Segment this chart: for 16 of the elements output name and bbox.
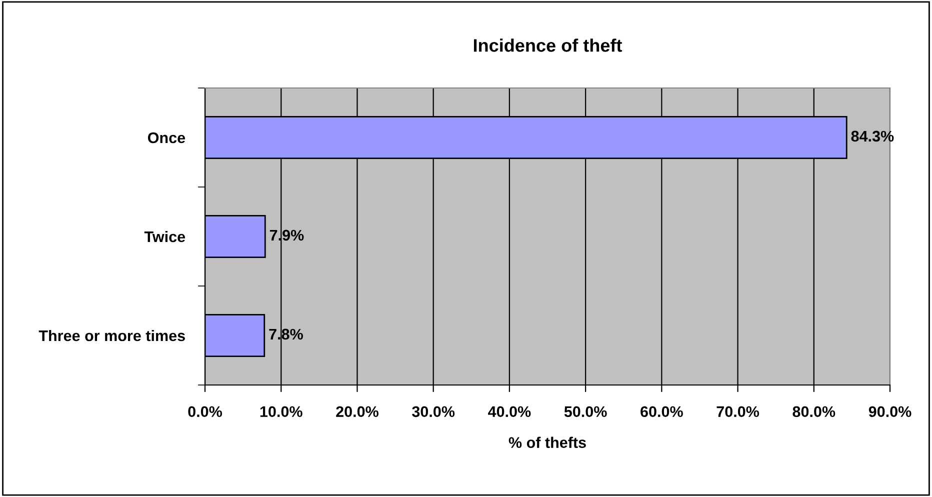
x-tick-label: 90.0% (868, 406, 912, 418)
x-tick-label: 0.0% (188, 406, 222, 418)
x-tick-label: 10.0% (260, 406, 302, 418)
data-label: 84.3% (851, 130, 894, 142)
x-axis-title: % of thefts (508, 436, 586, 448)
x-tick-label: 20.0% (336, 406, 378, 418)
y-tick-label: Twice (144, 230, 186, 242)
x-tick-label: 80.0% (792, 406, 836, 418)
y-tick-label: Three or more times (38, 330, 185, 342)
x-tick-label: 70.0% (716, 406, 760, 418)
x-tick-label: 50.0% (564, 406, 607, 418)
y-tick-label: Once (148, 132, 186, 144)
x-tick-label: 60.0% (640, 406, 683, 418)
x-tick-label: 40.0% (488, 406, 531, 418)
x-tick-label: 30.0% (412, 406, 455, 418)
chart-title: Incidence of theft (474, 38, 622, 52)
